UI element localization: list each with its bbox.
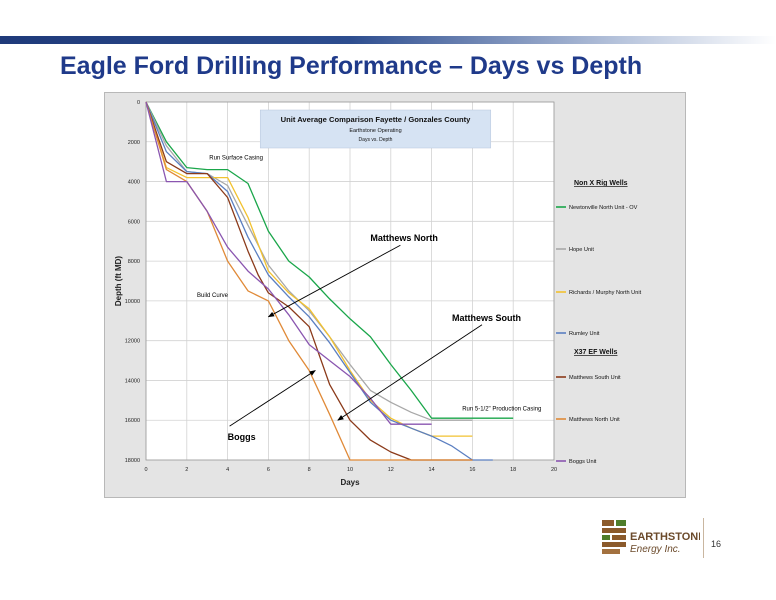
y-tick-label: 0	[137, 100, 140, 106]
legend-entry: Newtonville North Unit - OV	[569, 205, 638, 211]
annotation-label: Matthews South	[452, 313, 521, 323]
chart-title-box	[259, 109, 492, 149]
y-tick-label: 16000	[125, 418, 140, 424]
y-tick-label: 6000	[128, 219, 140, 225]
earthstone-logo: EARTHSTONE Energy Inc.	[602, 520, 700, 555]
x-tick-label: 10	[347, 467, 353, 473]
legend-entry: Matthews South Unit	[569, 375, 621, 381]
top-accent-bar	[0, 36, 776, 44]
y-axis-label: Depth (ft MD)	[114, 256, 123, 307]
x-axis-label: Days	[340, 478, 360, 487]
series-line	[145, 101, 514, 419]
annotation-arrow	[267, 244, 401, 318]
logo-name: EARTHSTONE	[630, 531, 700, 543]
y-tick-label: 18000	[125, 458, 140, 464]
x-tick-label: 18	[510, 467, 516, 473]
legend-header: X37 EF Wells	[574, 349, 618, 356]
y-tick-label: 14000	[125, 378, 140, 384]
y-tick-label: 12000	[125, 339, 140, 345]
x-tick-label: 14	[429, 467, 435, 473]
annotation-arrow	[229, 370, 316, 427]
legend-entry: Matthews North Unit	[569, 417, 620, 423]
annotation-label: Matthews North	[370, 233, 438, 243]
x-tick-label: 20	[551, 467, 557, 473]
x-tick-label: 16	[469, 467, 475, 473]
legend-header: Non X Rig Wells	[574, 180, 628, 187]
annotation-label: Build Curve	[197, 293, 229, 299]
y-tick-label: 4000	[128, 180, 140, 186]
x-tick-label: 8	[308, 467, 311, 473]
chart-subtitle: Earthstone Operating	[349, 128, 401, 134]
annotation-label: Run 5-1/2" Production Casing	[462, 406, 541, 412]
slide-title: Eagle Ford Drilling Performance – Days v…	[60, 52, 643, 80]
x-tick-label: 0	[144, 467, 147, 473]
series-line	[145, 101, 432, 425]
logo-divider	[703, 518, 704, 558]
y-tick-label: 2000	[128, 140, 140, 146]
page-number: 16	[711, 539, 722, 549]
x-tick-label: 2	[185, 467, 188, 473]
y-tick-label: 8000	[128, 259, 140, 265]
x-tick-label: 12	[388, 467, 394, 473]
logo-subtitle: Energy Inc.	[630, 544, 681, 555]
annotation-label: Boggs	[228, 432, 256, 442]
annotation-label: Run Surface Casing	[209, 156, 263, 162]
y-tick-label: 10000	[125, 299, 140, 305]
legend-entry: Hope Unit	[569, 247, 594, 253]
chart-subtitle-2: Days vs. Depth	[359, 137, 393, 143]
x-tick-label: 6	[267, 467, 270, 473]
legend-entry: Boggs Unit	[569, 459, 597, 465]
days-vs-depth-chart: 0 2 4 6 8 10 12 14 16 18 20 0 2000 4000 6000 8000 10000 1…	[114, 100, 642, 487]
earthstone-logo-mark	[602, 520, 626, 554]
annotation-arrow	[337, 324, 483, 421]
legend-entry: Richards / Murphy North Unit	[569, 290, 642, 296]
legend-entry: Rumley Unit	[569, 331, 600, 337]
chart-title: Unit Average Comparison Fayette / Gonzal…	[281, 115, 472, 124]
x-tick-label: 4	[226, 467, 229, 473]
